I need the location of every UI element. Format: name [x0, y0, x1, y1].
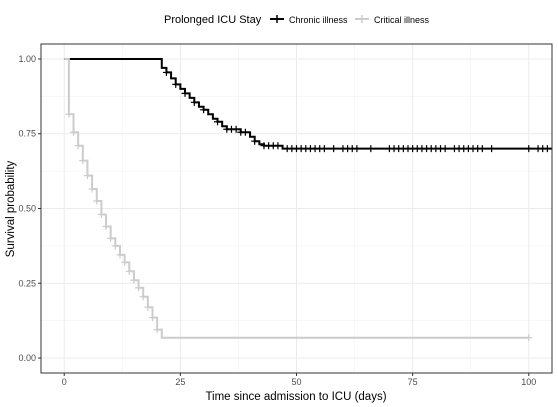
censor-mark: [441, 145, 449, 153]
censor-mark: [83, 172, 91, 180]
x-tick-label: 100: [521, 377, 536, 387]
censor-mark: [525, 334, 533, 342]
censor-mark: [478, 145, 486, 153]
censor-mark: [367, 145, 375, 153]
censor-mark: [74, 142, 82, 150]
censor-mark: [251, 137, 259, 145]
censor-mark: [200, 106, 208, 114]
censor-mark: [543, 145, 551, 153]
x-tick-label: 75: [408, 377, 418, 387]
censor-mark: [172, 80, 180, 88]
censor-mark: [320, 145, 328, 153]
censor-mark: [107, 234, 115, 242]
legend-label-chronic-illness: Chronic illness: [289, 15, 348, 25]
censor-mark: [162, 68, 170, 76]
legend-item-critical-illness: Critical illness: [355, 15, 430, 25]
censor-mark: [144, 303, 152, 311]
censor-mark: [153, 326, 161, 334]
censor-mark: [130, 276, 138, 284]
y-tick-label: 0.00: [18, 353, 36, 363]
x-axis-title: Time since admission to ICU (days): [205, 391, 386, 403]
censor-mark: [88, 185, 96, 193]
y-tick-label: 0.25: [18, 278, 36, 288]
censor-mark: [93, 197, 101, 205]
censor-mark: [214, 118, 222, 126]
y-tick-label: 0.75: [18, 129, 36, 139]
legend: Prolonged ICU Stay Chronic illness Criti…: [164, 14, 430, 26]
censor-mark: [135, 284, 143, 292]
series-critical-illness: [64, 57, 533, 342]
censor-mark: [65, 110, 73, 118]
censor-mark: [330, 145, 338, 153]
censor-mark: [102, 222, 110, 230]
y-tick-label: 1.00: [18, 54, 36, 64]
censor-mark: [488, 145, 496, 153]
censor-mark: [116, 251, 124, 259]
censor-mark: [274, 142, 282, 150]
censor-mark: [241, 128, 249, 136]
legend-label-critical-illness: Critical illness: [374, 15, 430, 25]
censor-mark: [79, 157, 87, 165]
y-axis-title: Survival probability: [5, 160, 17, 257]
axes: 0 25 50 75 100 0.00 0.25 0.50 0.75 1.00: [18, 54, 536, 387]
x-tick-label: 0: [62, 377, 67, 387]
series-layer: [64, 57, 552, 342]
series-chronic-illness: [64, 57, 552, 153]
legend-item-chronic-illness: Chronic illness: [270, 15, 348, 25]
legend-title: Prolonged ICU Stay: [164, 14, 262, 26]
censor-mark: [353, 145, 361, 153]
x-tick-label: 50: [291, 377, 301, 387]
censor-mark: [232, 125, 240, 133]
censor-mark: [97, 210, 105, 218]
censor-mark: [139, 293, 147, 301]
censor-mark: [181, 89, 189, 97]
censor-mark: [148, 314, 156, 322]
censor-mark: [121, 258, 129, 266]
y-tick-label: 0.50: [18, 204, 36, 214]
censor-mark: [190, 98, 198, 106]
x-tick-label: 25: [175, 377, 185, 387]
censor-mark: [70, 128, 78, 136]
censor-mark: [525, 145, 533, 153]
censor-mark: [111, 242, 119, 250]
censor-mark: [125, 267, 133, 275]
